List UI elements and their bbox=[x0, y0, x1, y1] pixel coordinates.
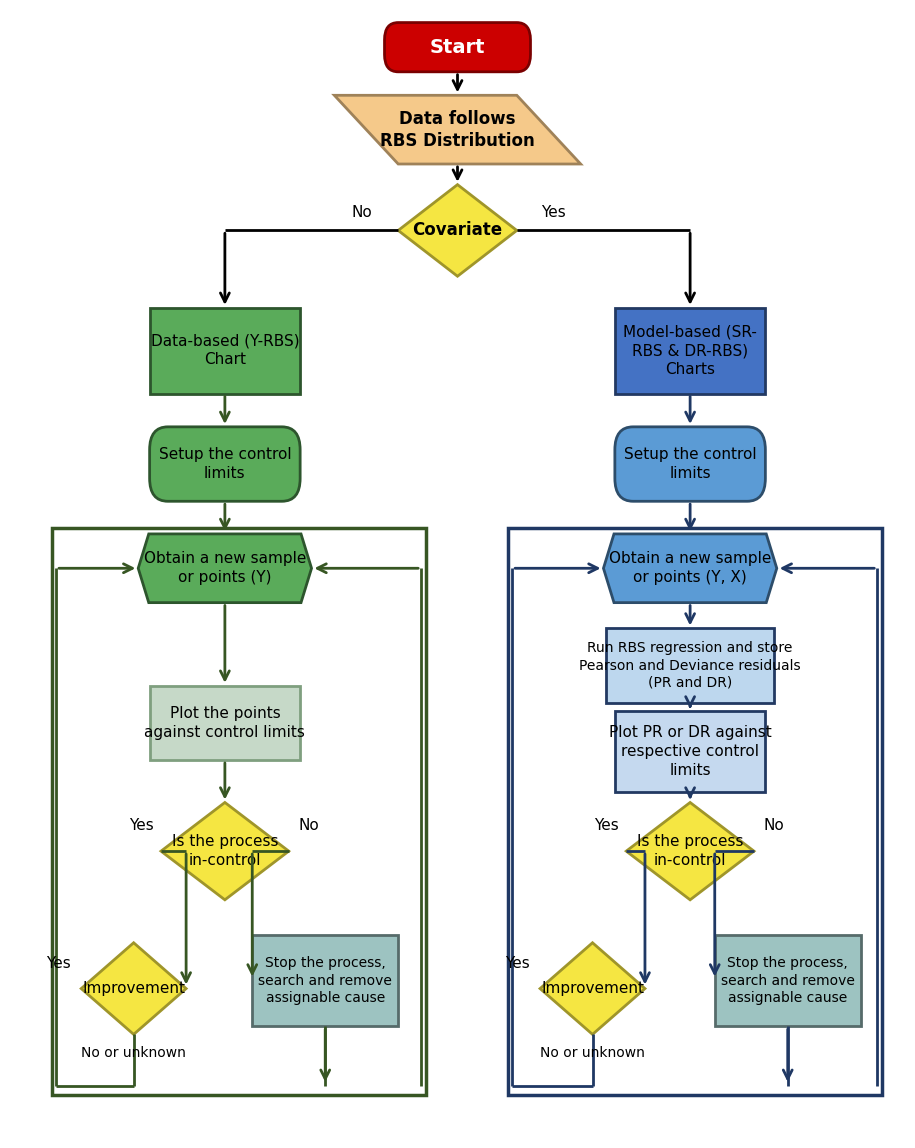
FancyBboxPatch shape bbox=[615, 427, 765, 502]
Polygon shape bbox=[138, 534, 311, 603]
Text: Is the process
in-control: Is the process in-control bbox=[172, 835, 278, 868]
Text: Setup the control
limits: Setup the control limits bbox=[158, 448, 291, 481]
Text: Obtain a new sample
or points (Y): Obtain a new sample or points (Y) bbox=[144, 551, 307, 585]
Text: Model-based (SR-
RBS & DR-RBS)
Charts: Model-based (SR- RBS & DR-RBS) Charts bbox=[623, 325, 757, 377]
Text: No: No bbox=[298, 819, 319, 833]
Bar bbox=[508, 528, 882, 1095]
Text: Stop the process,
search and remove
assignable cause: Stop the process, search and remove assi… bbox=[721, 956, 855, 1004]
Bar bbox=[253, 934, 398, 1026]
Bar bbox=[615, 308, 765, 394]
FancyBboxPatch shape bbox=[384, 23, 531, 72]
Text: Obtain a new sample
or points (Y, X): Obtain a new sample or points (Y, X) bbox=[608, 551, 771, 585]
Bar bbox=[150, 685, 300, 760]
Bar bbox=[615, 712, 765, 792]
Text: No or unknown: No or unknown bbox=[81, 1046, 186, 1060]
Bar bbox=[715, 934, 861, 1026]
Polygon shape bbox=[398, 185, 517, 277]
Text: Plot the points
against control limits: Plot the points against control limits bbox=[145, 706, 306, 739]
Text: Stop the process,
search and remove
assignable cause: Stop the process, search and remove assi… bbox=[258, 956, 393, 1004]
Text: Run RBS regression and store
Pearson and Deviance residuals
(PR and DR): Run RBS regression and store Pearson and… bbox=[579, 642, 801, 690]
Polygon shape bbox=[334, 95, 581, 164]
Bar bbox=[150, 308, 300, 394]
Text: Data follows
RBS Distribution: Data follows RBS Distribution bbox=[380, 109, 535, 149]
Text: Yes: Yes bbox=[505, 956, 530, 971]
Polygon shape bbox=[604, 534, 777, 603]
Text: No: No bbox=[764, 819, 784, 833]
Text: Improvement: Improvement bbox=[82, 982, 185, 996]
Text: No or unknown: No or unknown bbox=[540, 1046, 645, 1060]
Text: Data-based (Y-RBS)
Chart: Data-based (Y-RBS) Chart bbox=[151, 334, 299, 367]
Text: No: No bbox=[351, 204, 372, 219]
Text: Start: Start bbox=[430, 38, 485, 56]
Bar bbox=[51, 528, 425, 1095]
Text: Covariate: Covariate bbox=[413, 222, 502, 240]
Text: Improvement: Improvement bbox=[541, 982, 644, 996]
Text: Yes: Yes bbox=[594, 819, 619, 833]
Text: Plot PR or DR against
respective control
limits: Plot PR or DR against respective control… bbox=[608, 726, 771, 777]
FancyBboxPatch shape bbox=[150, 427, 300, 502]
Text: Setup the control
limits: Setup the control limits bbox=[624, 448, 757, 481]
Polygon shape bbox=[540, 943, 645, 1034]
Text: Yes: Yes bbox=[46, 956, 70, 971]
Polygon shape bbox=[81, 943, 186, 1034]
Bar bbox=[606, 628, 774, 703]
Text: Yes: Yes bbox=[541, 204, 565, 219]
Text: Yes: Yes bbox=[129, 819, 154, 833]
Text: Is the process
in-control: Is the process in-control bbox=[637, 835, 743, 868]
Polygon shape bbox=[161, 802, 289, 900]
Polygon shape bbox=[626, 802, 754, 900]
